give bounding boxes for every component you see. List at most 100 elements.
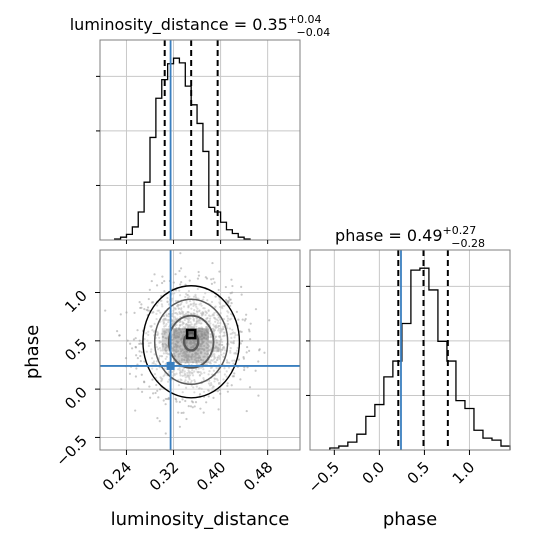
scatter-point — [194, 295, 197, 298]
scatter-point — [207, 345, 211, 348]
scatter-point — [254, 308, 258, 311]
scatter-point — [178, 289, 181, 292]
scatter-point — [191, 369, 194, 372]
scatter-point — [194, 352, 197, 355]
scatter-point — [183, 370, 186, 373]
scatter-point — [187, 306, 190, 309]
scatter-point — [175, 348, 178, 351]
scatter-point — [224, 349, 227, 352]
scatter-point — [190, 323, 193, 326]
scatter-point — [172, 369, 175, 372]
scatter-point — [229, 312, 233, 316]
scatter-point — [150, 348, 153, 351]
joint-density-layer — [99, 249, 301, 451]
scatter-point — [211, 354, 214, 357]
scatter-point — [178, 372, 182, 375]
scatter-point — [193, 301, 196, 305]
scatter-point — [147, 344, 150, 348]
scatter-point — [150, 301, 154, 304]
scatter-point — [148, 288, 151, 291]
scatter-point — [175, 323, 178, 327]
scatter-point — [184, 373, 187, 376]
scatter-point — [143, 338, 146, 341]
scatter-point — [165, 337, 169, 340]
scatter-point — [216, 321, 219, 325]
scatter-point — [184, 399, 187, 403]
scatter-point — [164, 432, 167, 435]
scatter-point — [177, 331, 181, 334]
scatter-point — [193, 370, 196, 373]
joint-xtick-label-0: 0.24 — [99, 458, 135, 494]
scatter-point — [175, 332, 179, 335]
scatter-point — [190, 325, 194, 328]
scatter-point — [189, 317, 192, 320]
scatter-point — [147, 342, 150, 345]
scatter-point — [233, 336, 236, 339]
joint-scatter-points — [104, 252, 271, 435]
hist2-title-param: phase — [335, 226, 383, 245]
scatter-point — [199, 302, 202, 305]
scatter-point — [242, 357, 245, 360]
scatter-point — [205, 326, 208, 329]
scatter-point — [175, 372, 178, 375]
scatter-point — [140, 303, 143, 306]
scatter-point — [178, 360, 181, 363]
scatter-point — [248, 330, 251, 333]
density-cell-7 — [185, 351, 198, 364]
scatter-point — [227, 317, 230, 320]
scatter-point — [186, 310, 190, 314]
scatter-point — [195, 305, 198, 308]
scatter-point — [174, 316, 177, 319]
scatter-point — [190, 358, 193, 361]
scatter-point — [212, 330, 215, 333]
scatter-point — [172, 309, 175, 312]
scatter-point — [254, 369, 257, 372]
scatter-point — [167, 312, 171, 315]
scatter-point — [223, 367, 226, 370]
scatter-point — [174, 397, 177, 400]
scatter-point — [181, 349, 184, 352]
scatter-point — [187, 304, 190, 307]
scatter-point — [184, 379, 187, 382]
scatter-point — [202, 355, 205, 358]
scatter-point — [230, 336, 233, 339]
scatter-point — [195, 385, 198, 388]
scatter-point — [197, 348, 200, 351]
scatter-point — [188, 299, 192, 303]
scatter-point — [178, 425, 181, 428]
scatter-point — [206, 339, 209, 342]
scatter-point — [156, 309, 159, 312]
scatter-point — [198, 373, 202, 377]
scatter-point — [178, 294, 182, 297]
scatter-point — [104, 309, 107, 312]
scatter-point — [176, 304, 179, 307]
scatter-point — [193, 391, 196, 394]
scatter-point — [212, 316, 216, 319]
scatter-point — [215, 324, 218, 327]
scatter-point — [218, 343, 221, 346]
scatter-point — [212, 277, 215, 280]
scatter-point — [163, 367, 166, 370]
scatter-point — [249, 338, 252, 341]
scatter-point — [164, 317, 167, 321]
scatter-point — [206, 350, 209, 353]
scatter-point — [212, 396, 215, 400]
hist2-title-median: 0.49 — [407, 226, 443, 245]
scatter-point — [186, 357, 190, 360]
scatter-point — [194, 401, 198, 404]
scatter-point — [149, 396, 152, 399]
scatter-point — [139, 354, 142, 358]
y-axis-label-phase: phase — [22, 325, 43, 379]
scatter-point — [166, 380, 170, 383]
scatter-point — [218, 357, 221, 360]
scatter-point — [178, 269, 181, 273]
scatter-point — [257, 394, 260, 397]
scatter-point — [200, 358, 203, 361]
scatter-point — [189, 321, 192, 324]
scatter-point — [249, 322, 252, 325]
scatter-point — [173, 292, 176, 295]
scatter-point — [158, 340, 161, 343]
scatter-point — [226, 384, 229, 387]
scatter-point — [158, 347, 162, 350]
scatter-point — [239, 378, 242, 381]
